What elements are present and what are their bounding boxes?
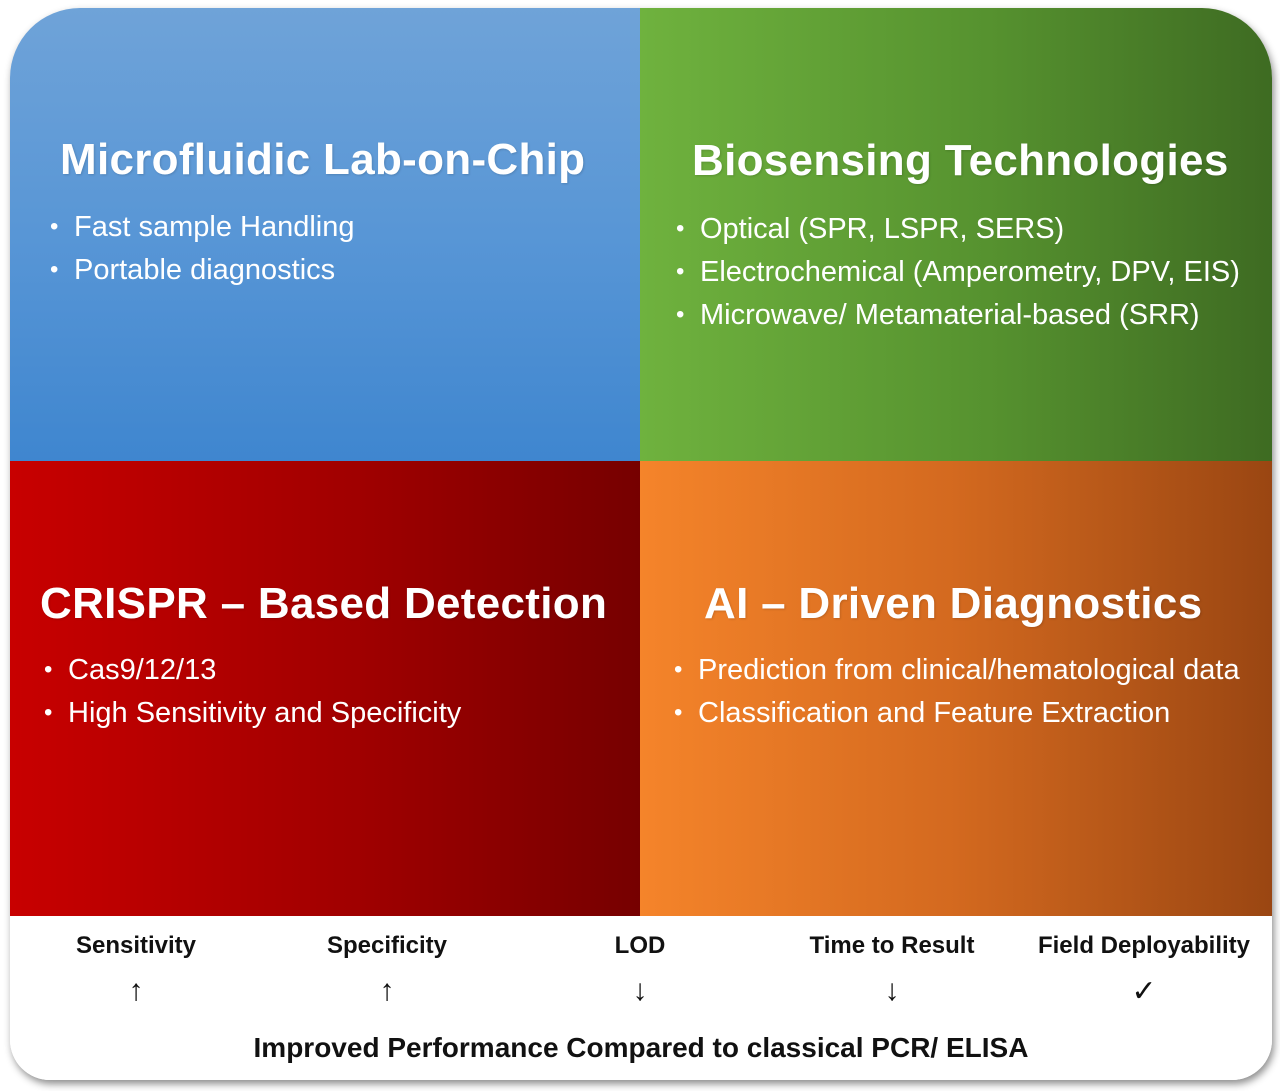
diagram-frame: Microfluidic Lab-on-Chip Fast sample Han… (10, 8, 1272, 1080)
bullet-item: Cas9/12/13 (44, 651, 461, 689)
metric-label: LOD (614, 932, 666, 959)
metric-label: Sensitivity (75, 932, 197, 959)
metric-specificity: Specificity ↑ (327, 932, 447, 1008)
quadrant-title: Biosensing Technologies (692, 136, 1229, 185)
metric-time-to-result: Time to Result ↓ (810, 932, 975, 1008)
bullet-item: Classification and Feature Extraction (674, 694, 1264, 732)
bullet-list: Cas9/12/13 High Sensitivity and Specific… (44, 651, 461, 737)
checkmark-icon: ✓ (1131, 975, 1157, 1008)
bullet-item: Portable diagnostics (50, 251, 354, 289)
quadrant-ai: AI – Driven Diagnostics Prediction from … (640, 461, 1272, 916)
arrow-down-icon: ↓ (884, 974, 900, 1007)
metric-sensitivity: Sensitivity ↑ (76, 932, 196, 1008)
bullet-list: Fast sample Handling Portable diagnostic… (50, 208, 354, 294)
bullet-item: High Sensitivity and Specificity (44, 694, 461, 732)
metric-label: Field Deployability (1037, 932, 1251, 959)
bullet-item: Fast sample Handling (50, 208, 354, 246)
arrow-down-icon: ↓ (632, 974, 648, 1007)
quadrant-title: Microfluidic Lab-on-Chip (60, 135, 586, 184)
quadrant-microfluidic: Microfluidic Lab-on-Chip Fast sample Han… (10, 8, 640, 461)
arrow-up-icon: ↑ (128, 974, 144, 1007)
metric-label: Time to Result (809, 932, 975, 959)
bullet-list: Prediction from clinical/hematological d… (674, 651, 1264, 737)
arrow-up-icon: ↑ (379, 974, 395, 1007)
bullet-list: Optical (SPR, LSPR, SERS) Electrochemica… (676, 210, 1256, 339)
metrics-band: Sensitivity ↑ Specificity ↑ LOD ↓ Time t… (10, 916, 1272, 1080)
metric-label: Specificity (326, 932, 448, 959)
metric-field-deployability: Field Deployability ✓ (1038, 932, 1250, 1009)
footer-caption: Improved Performance Compared to classic… (253, 1032, 1029, 1063)
bullet-item: Optical (SPR, LSPR, SERS) (676, 210, 1256, 248)
metric-lod: LOD ↓ (615, 932, 666, 1008)
quadrant-biosensing: Biosensing Technologies Optical (SPR, LS… (640, 8, 1272, 461)
bullet-item: Microwave/ Metamaterial-based (SRR) (676, 296, 1256, 334)
bullet-item: Electrochemical (Amperometry, DPV, EIS) (676, 253, 1256, 291)
quadrant-title: CRISPR – Based Detection (40, 579, 608, 628)
bullet-item: Prediction from clinical/hematological d… (674, 651, 1264, 689)
quadrant-crispr: CRISPR – Based Detection Cas9/12/13 High… (10, 461, 640, 916)
quadrant-title: AI – Driven Diagnostics (704, 579, 1203, 628)
